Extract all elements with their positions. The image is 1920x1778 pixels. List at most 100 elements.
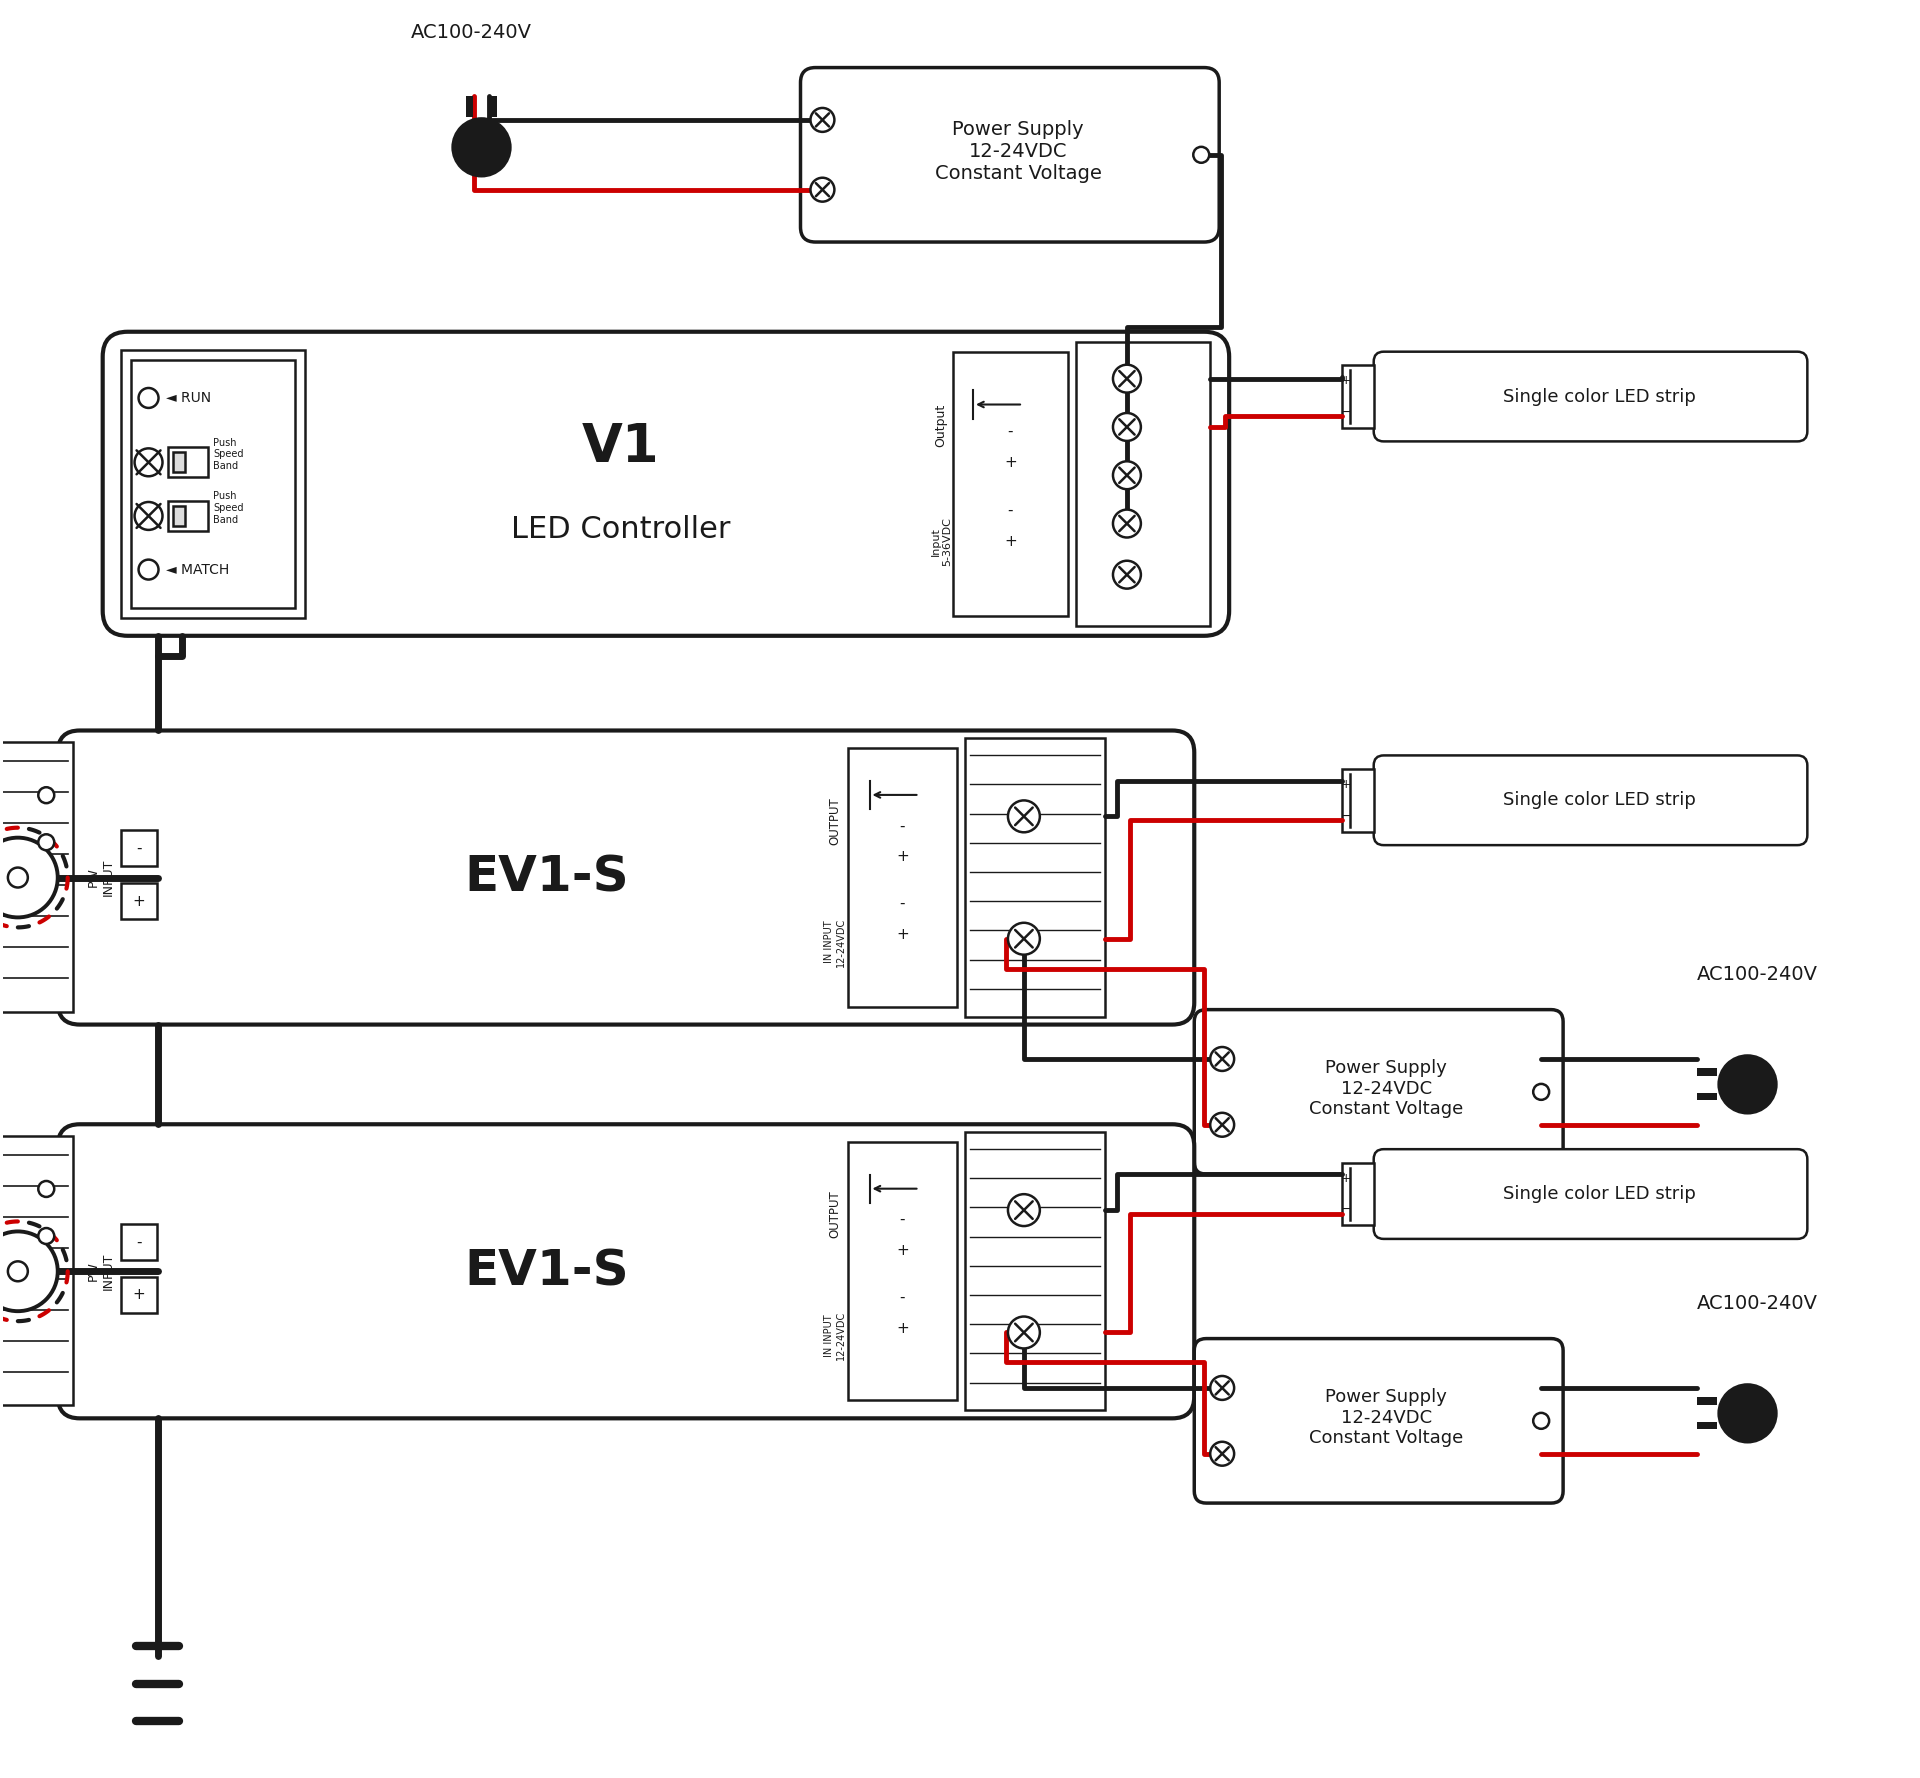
FancyBboxPatch shape: [801, 68, 1219, 242]
Circle shape: [138, 388, 159, 407]
Text: -: -: [900, 818, 904, 834]
Circle shape: [134, 448, 163, 477]
FancyBboxPatch shape: [1373, 1149, 1807, 1239]
Circle shape: [810, 178, 835, 201]
Text: +: +: [897, 926, 908, 942]
Text: OUTPUT: OUTPUT: [828, 797, 841, 845]
Circle shape: [1210, 1442, 1235, 1465]
Bar: [169, 501, 209, 532]
Text: Output: Output: [935, 404, 948, 448]
Text: -: -: [1008, 423, 1014, 439]
Circle shape: [1114, 412, 1140, 441]
Circle shape: [38, 834, 54, 850]
Text: AC100-240V: AC100-240V: [1697, 965, 1818, 985]
Circle shape: [1008, 1316, 1041, 1348]
Bar: [1342, 1163, 1373, 1225]
Circle shape: [38, 1229, 54, 1245]
Text: OUTPUT: OUTPUT: [828, 1191, 841, 1237]
FancyBboxPatch shape: [58, 731, 1194, 1024]
Circle shape: [810, 108, 835, 132]
Text: IN INPUT
12-24VDC: IN INPUT 12-24VDC: [824, 917, 845, 967]
Text: +: +: [897, 1321, 908, 1335]
Bar: [173, 507, 186, 526]
Text: ◄ MATCH: ◄ MATCH: [167, 562, 230, 576]
Bar: [0, 743, 73, 1012]
Text: Input
5-36VDC: Input 5-36VDC: [931, 517, 952, 567]
Text: -: -: [900, 1289, 904, 1305]
Circle shape: [451, 117, 511, 178]
Bar: [1075, 341, 1210, 626]
Text: V1: V1: [582, 421, 660, 473]
Bar: [1697, 1093, 1716, 1101]
Text: +: +: [132, 1287, 144, 1301]
Text: AC100-240V: AC100-240V: [1697, 1294, 1818, 1314]
Text: Single color LED strip: Single color LED strip: [1503, 791, 1695, 809]
Circle shape: [8, 868, 27, 887]
Circle shape: [8, 1261, 27, 1282]
Bar: [1697, 1069, 1716, 1076]
Text: +: +: [1004, 535, 1018, 549]
Text: Power Supply
12-24VDC
Constant Voltage: Power Supply 12-24VDC Constant Voltage: [935, 119, 1102, 183]
Text: Single color LED strip: Single color LED strip: [1503, 388, 1695, 405]
Text: +: +: [1340, 1172, 1352, 1184]
Bar: [121, 884, 157, 919]
FancyBboxPatch shape: [58, 1124, 1194, 1419]
Text: EV1-S: EV1-S: [465, 853, 630, 901]
Text: -: -: [1008, 503, 1014, 517]
Circle shape: [1716, 1054, 1778, 1115]
Bar: [465, 96, 472, 117]
Text: -: -: [136, 1234, 142, 1250]
Circle shape: [1716, 1383, 1778, 1444]
Circle shape: [1114, 560, 1140, 589]
Circle shape: [1210, 1047, 1235, 1070]
Bar: [121, 1223, 157, 1261]
Bar: [131, 359, 296, 608]
Circle shape: [1534, 1085, 1549, 1101]
Text: −: −: [1340, 1204, 1352, 1216]
Circle shape: [1192, 148, 1210, 164]
Bar: [966, 738, 1104, 1017]
Bar: [490, 96, 497, 117]
Bar: [121, 350, 305, 617]
Circle shape: [134, 501, 163, 530]
Bar: [1697, 1422, 1716, 1430]
Circle shape: [0, 1232, 58, 1310]
Circle shape: [0, 837, 58, 917]
Text: +: +: [1340, 779, 1352, 791]
Text: IN INPUT
12-24VDC: IN INPUT 12-24VDC: [824, 1310, 845, 1360]
Circle shape: [38, 1181, 54, 1197]
Text: LED Controller: LED Controller: [511, 516, 732, 544]
Text: −: −: [1340, 405, 1352, 420]
Text: Push
Speed
Band: Push Speed Band: [213, 491, 244, 525]
Bar: [121, 1277, 157, 1312]
Circle shape: [1114, 461, 1140, 489]
Bar: [1342, 364, 1373, 428]
Circle shape: [38, 788, 54, 804]
Bar: [966, 1133, 1104, 1410]
Text: +: +: [897, 850, 908, 864]
Text: EV1-S: EV1-S: [465, 1248, 630, 1296]
Bar: [952, 352, 1068, 615]
Text: +: +: [897, 1243, 908, 1259]
FancyBboxPatch shape: [1373, 756, 1807, 845]
FancyBboxPatch shape: [1194, 1010, 1563, 1173]
Bar: [0, 1136, 73, 1405]
Text: +: +: [1004, 455, 1018, 469]
Bar: [847, 749, 958, 1006]
Bar: [847, 1141, 958, 1401]
Circle shape: [1008, 923, 1041, 955]
Text: Power Supply
12-24VDC
Constant Voltage: Power Supply 12-24VDC Constant Voltage: [1309, 1058, 1463, 1118]
Circle shape: [1210, 1376, 1235, 1399]
Bar: [1342, 768, 1373, 832]
Text: Push
Speed
Band: Push Speed Band: [213, 437, 244, 471]
Text: PW
INPUT: PW INPUT: [86, 859, 115, 896]
FancyBboxPatch shape: [1373, 352, 1807, 441]
Text: Power Supply
12-24VDC
Constant Voltage: Power Supply 12-24VDC Constant Voltage: [1309, 1389, 1463, 1447]
Bar: [169, 448, 209, 477]
Circle shape: [1114, 510, 1140, 537]
FancyBboxPatch shape: [102, 332, 1229, 637]
FancyBboxPatch shape: [1194, 1339, 1563, 1502]
Text: -: -: [900, 896, 904, 910]
Text: +: +: [132, 894, 144, 909]
Circle shape: [1008, 800, 1041, 832]
